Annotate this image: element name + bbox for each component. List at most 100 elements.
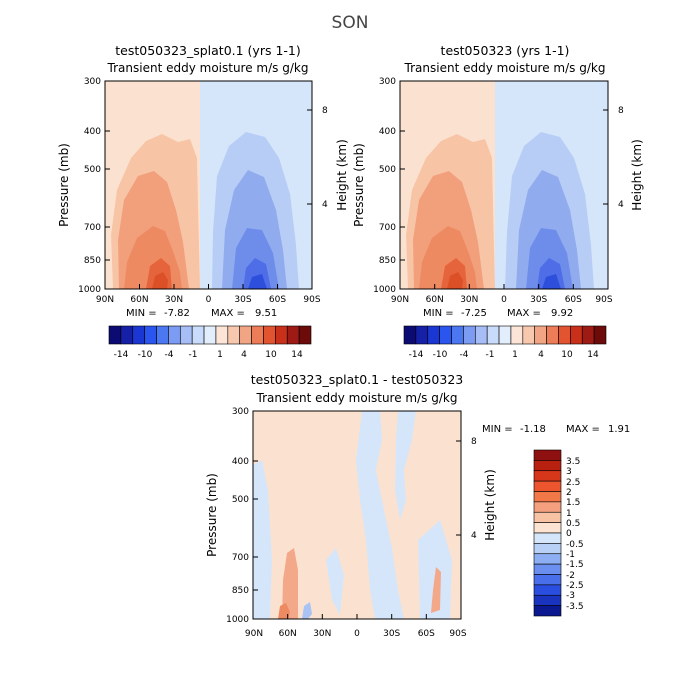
panel-2-min-value: -7.25 xyxy=(461,308,487,319)
panel-3-field xyxy=(253,411,461,619)
panel-1-ytick: 850 xyxy=(84,256,101,266)
panel-3-colorbar-labels: 3.5 3 2.5 2 1.5 1 0.5 0 -0.5 -1 -1.5 -2 … xyxy=(566,457,584,612)
colorbar-swatch xyxy=(191,325,205,345)
panel-2-xtick: 0 xyxy=(501,295,507,305)
panel-2-xtick: 90N xyxy=(391,295,409,305)
panel-1-x-ticks: 90N 60N 30N 0 30S 60S 90S xyxy=(96,295,321,305)
panel-3-xtick: 90N xyxy=(245,629,263,639)
panel-1-ytick: 700 xyxy=(84,223,101,233)
panel-1-y2tick: 4 xyxy=(322,200,328,210)
colorbar-swatch xyxy=(533,470,562,482)
panel-3-cbar-label: -3 xyxy=(566,591,575,601)
panel-3-cbar-label: -2 xyxy=(566,571,575,581)
panel-3-ytick: 500 xyxy=(232,495,249,505)
panel-3-red-patch-1 xyxy=(282,548,298,619)
panel-1-cbar-label: -10 xyxy=(138,350,153,360)
panel-2-x-ticks: 90N 60N 30N 0 30S 60S 90S xyxy=(391,295,613,305)
colorbar-swatch xyxy=(120,325,134,345)
panel-3-min-value: -1.18 xyxy=(520,424,546,435)
panel-3-y-ticks: 300 400 500 700 850 1000 xyxy=(226,407,249,625)
panel-2-xtick: 60S xyxy=(565,295,582,305)
panel-3-blue-patch-5 xyxy=(326,548,344,615)
panel-1-title: test050323_splat0.1 (yrs 1-1) xyxy=(115,43,301,58)
panel-1-xtick: 60N xyxy=(130,295,148,305)
colorbar-swatch xyxy=(533,460,562,472)
panel-1-max-label: MAX = xyxy=(211,308,245,319)
panel-2-cbar-label: -14 xyxy=(409,350,424,360)
panel-2-cbar-label: -4 xyxy=(460,350,469,360)
panel-1-y2tick: 8 xyxy=(322,106,328,116)
panel-2-xtick: 90S xyxy=(595,295,612,305)
colorbar-swatch xyxy=(533,501,562,513)
colorbar-swatch xyxy=(510,325,524,345)
panel-2-max-label: MAX = xyxy=(507,308,541,319)
panel-3-ytick: 700 xyxy=(232,553,249,563)
colorbar-swatch xyxy=(533,605,562,617)
panel-2-ytick: 1000 xyxy=(373,285,396,295)
panel-3-cbar-label: 3.5 xyxy=(566,457,580,467)
colorbar-swatch xyxy=(179,325,193,345)
panel-3-min-label: MIN = xyxy=(482,424,513,435)
panel-1-ticks xyxy=(105,109,312,289)
colorbar-swatch xyxy=(415,325,429,345)
panel-1-ytick: 1000 xyxy=(78,285,101,295)
panel-2: test050323 (yrs 1-1) Transient eddy mois… xyxy=(352,43,644,360)
panel-2-xtick: 60N xyxy=(426,295,444,305)
panel-1-colorbar-labels: -14 -10 -4 -1 1 4 10 14 xyxy=(114,350,303,360)
page-title: SON xyxy=(332,13,369,33)
panel-1-stats: MIN = -7.82 MAX = 9.51 xyxy=(126,308,277,319)
colorbar-swatch xyxy=(203,325,217,345)
panel-2-cbar-label: 4 xyxy=(538,350,544,360)
colorbar-swatch xyxy=(533,491,562,503)
panel-1-ytick: 500 xyxy=(84,165,101,175)
panel-3-xtick: 90S xyxy=(449,629,466,639)
panel-3: test050323_splat0.1 - test050323 Transie… xyxy=(205,372,630,639)
panel-3-cbar-label: -0.5 xyxy=(566,540,584,550)
colorbar-swatch xyxy=(581,325,595,345)
panel-3-blue-patch-1 xyxy=(253,460,272,619)
panel-3-cbar-label: 0.5 xyxy=(566,519,580,529)
colorbar-swatch xyxy=(156,325,169,345)
panel-2-xtick: 30S xyxy=(530,295,547,305)
panel-2-ytick: 300 xyxy=(379,77,396,87)
colorbar-swatch xyxy=(533,563,562,575)
panel-3-stats: MIN = -1.18 MAX = 1.91 xyxy=(482,424,630,435)
panel-3-ticks xyxy=(253,440,461,619)
colorbar-swatch xyxy=(215,325,229,345)
panel-2-min-label: MIN = xyxy=(423,308,454,319)
colorbar-swatch xyxy=(427,325,440,345)
panel-2-ylabel: Pressure (mb) xyxy=(352,143,366,227)
panel-3-colorbar xyxy=(533,449,562,617)
panel-1-cbar-label: 10 xyxy=(265,350,277,360)
panel-2-colorbar xyxy=(403,325,607,345)
colorbar-swatch xyxy=(298,325,312,345)
colorbar-swatch xyxy=(239,325,252,345)
panel-3-blue-patch-2 xyxy=(356,411,404,619)
colorbar-swatch xyxy=(533,511,562,523)
panel-3-ylabel: Pressure (mb) xyxy=(205,473,219,557)
colorbar-swatch xyxy=(593,325,607,345)
panel-3-y2tick: 4 xyxy=(471,531,477,541)
colorbar-swatch xyxy=(570,325,583,345)
panel-3-cbar-label: -3.5 xyxy=(566,602,584,612)
panel-1-field xyxy=(105,81,312,289)
colorbar-swatch xyxy=(403,325,417,345)
colorbar-swatch xyxy=(286,325,300,345)
panel-3-cbar-label: 0 xyxy=(566,529,572,539)
panel-3-cbar-label: 1 xyxy=(566,509,572,519)
panel-3-cbar-label: -1 xyxy=(566,550,575,560)
colorbar-swatch xyxy=(533,532,562,544)
panel-2-y-ticks: 300 400 500 700 850 1000 xyxy=(373,77,396,295)
panel-2-cbar-label: 14 xyxy=(587,350,599,360)
panel-3-y2label: Height (km) xyxy=(483,469,497,540)
panel-3-subtitle: Transient eddy moisture m/s g/kg xyxy=(256,391,458,405)
panel-2-cbar-label: -10 xyxy=(433,350,448,360)
colorbar-swatch xyxy=(533,594,562,606)
panel-1-ylabel: Pressure (mb) xyxy=(57,143,71,227)
colorbar-swatch xyxy=(486,325,500,345)
colorbar-swatch xyxy=(522,325,536,345)
panel-1-cbar-label: 14 xyxy=(291,350,303,360)
colorbar-swatch xyxy=(463,325,476,345)
panel-1-y2-ticks: 8 4 xyxy=(322,106,328,210)
colorbar-swatch xyxy=(439,325,452,345)
